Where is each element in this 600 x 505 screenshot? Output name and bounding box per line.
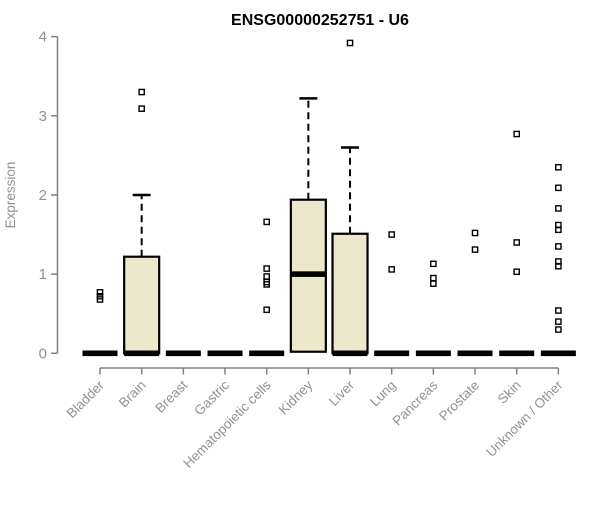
outlier-point — [138, 88, 145, 96]
outlier-point — [555, 326, 562, 333]
median-line — [82, 350, 118, 357]
x-tick-label: Skin — [495, 378, 524, 407]
boxplot-lung — [374, 231, 410, 357]
outlier-point — [388, 266, 395, 273]
boxplot-brain — [123, 88, 161, 357]
boxplot-skin — [499, 130, 535, 357]
x-tick-label: Pancreas — [390, 377, 441, 428]
y-tick-label: 3 — [39, 108, 47, 125]
x-tick-label: Breast — [152, 377, 190, 415]
box — [123, 255, 161, 355]
outlier-point — [555, 258, 562, 265]
outlier-point — [555, 184, 562, 192]
boxplot-gastric — [207, 350, 243, 357]
median-line — [332, 350, 368, 357]
median-line — [415, 350, 451, 357]
y-tick-label: 2 — [39, 187, 47, 204]
y-tick-label: 4 — [39, 29, 47, 46]
boxplot-kidney — [289, 97, 327, 353]
outlier-point — [513, 268, 520, 276]
boxplot-unknown-other — [540, 163, 576, 357]
outlier-point — [555, 243, 562, 250]
outlier-point — [471, 246, 479, 253]
outlier-point — [430, 260, 437, 268]
median-line — [374, 350, 410, 357]
outlier-point — [555, 221, 562, 229]
boxplot-bladder — [82, 289, 118, 357]
outlier-point — [513, 239, 520, 246]
chart-title: ENSG00000252751 - U6 — [231, 12, 409, 29]
outlier-point — [263, 306, 270, 314]
x-tick-label: Gastric — [191, 377, 232, 418]
outlier-point — [513, 130, 520, 138]
x-tick-label: Brain — [116, 378, 149, 411]
y-axis: 0 1 2 3 4 — [39, 29, 59, 362]
x-tick-label: Unknown / Other — [483, 377, 566, 460]
x-tick-label: Liver — [326, 377, 358, 409]
median-line — [499, 350, 535, 357]
median-line — [249, 350, 285, 357]
outlier-point — [96, 292, 104, 300]
outlier-point — [138, 105, 145, 112]
x-tick-label: Prostate — [436, 378, 482, 424]
x-tick-label: Kidney — [276, 377, 316, 417]
outlier-point — [346, 39, 354, 47]
outlier-point — [555, 307, 562, 314]
boxplot-liver — [331, 39, 369, 357]
outlier-point — [555, 163, 562, 171]
y-tick-label: 0 — [39, 345, 47, 362]
outlier-point — [555, 205, 562, 212]
outlier-point — [555, 318, 562, 325]
boxplot-hematopoietic-cells — [249, 218, 285, 357]
boxplot-prostate — [457, 229, 493, 357]
median-line — [165, 350, 201, 357]
x-tick-label: Lung — [367, 378, 399, 410]
outlier-point — [263, 273, 270, 280]
y-tick-label: 1 — [39, 266, 47, 283]
y-axis-title: Expression — [3, 162, 18, 229]
median-line — [290, 271, 326, 277]
median-line — [124, 350, 160, 357]
median-line — [207, 350, 243, 357]
outlier-point — [263, 218, 270, 226]
outlier-point — [430, 274, 437, 282]
outlier-point — [263, 265, 270, 272]
x-tick-label: Bladder — [64, 377, 108, 421]
median-line — [457, 350, 493, 357]
box — [331, 232, 369, 355]
outlier-point — [96, 289, 104, 296]
plot-area: 0 1 2 3 4 Bladder Brain Breast GastricHematopoie… — [39, 29, 576, 471]
boxplot-breast — [165, 350, 201, 357]
median-line — [540, 350, 576, 357]
boxplot-pancreas — [415, 260, 451, 357]
outlier-point — [471, 229, 479, 237]
outlier-point — [388, 231, 395, 238]
outlier-point — [430, 280, 437, 287]
